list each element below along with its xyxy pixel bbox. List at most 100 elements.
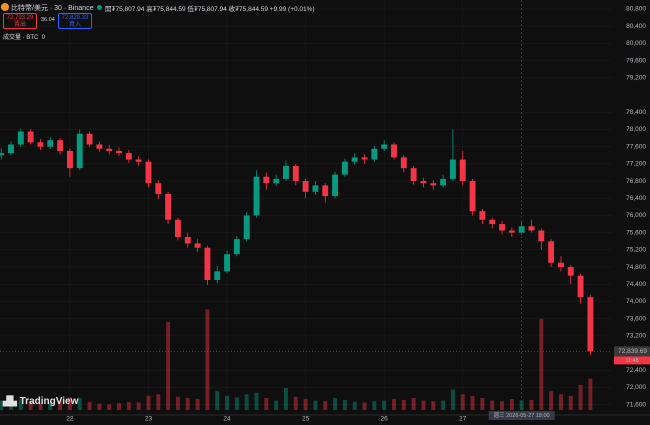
y-tick-label: 78,000 xyxy=(626,126,646,133)
spread: 36.04 xyxy=(41,17,55,23)
candle-body xyxy=(116,150,122,154)
volume-bar xyxy=(136,402,141,410)
countdown: 11:48 xyxy=(625,358,638,364)
volume-bar xyxy=(352,401,357,410)
volume-bar xyxy=(77,398,82,410)
candle-body xyxy=(174,219,181,237)
volume-bar xyxy=(58,400,63,410)
candle-body xyxy=(125,153,132,160)
candle-body xyxy=(292,166,299,182)
volume-bar xyxy=(67,397,72,410)
candle-body xyxy=(341,161,348,175)
candle-body xyxy=(400,157,407,169)
y-tick-label: 74,400 xyxy=(626,281,646,288)
candle-body xyxy=(577,275,584,298)
volume-bar xyxy=(362,402,367,410)
y-tick-label: 73,600 xyxy=(626,315,646,322)
y-tick-label: 77,600 xyxy=(626,143,646,150)
volume-bar xyxy=(401,399,406,410)
sell-button[interactable]: 72,793.29 賣出 xyxy=(3,13,37,29)
volume-bar xyxy=(372,401,377,410)
volume-bar xyxy=(185,398,190,410)
volume-bar xyxy=(274,400,279,410)
volume-bar xyxy=(441,400,446,410)
x-tick-label: 23 xyxy=(145,416,153,423)
candle-body xyxy=(361,157,368,160)
volume-bar xyxy=(500,401,504,410)
volume-bar xyxy=(509,399,514,410)
volume-bar xyxy=(303,399,308,410)
volume-bar xyxy=(558,394,563,410)
symbol[interactable]: 比特幣/美元 · 30 · Binance xyxy=(11,5,94,12)
candle-body xyxy=(204,247,211,280)
volume-bar xyxy=(146,395,151,410)
x-tick-label: 27 xyxy=(459,416,467,423)
volume-bar xyxy=(293,396,298,410)
volume-bar xyxy=(48,401,53,410)
candle-body xyxy=(548,241,555,263)
volume-bar xyxy=(244,394,249,410)
volume-bar xyxy=(264,398,269,410)
y-tick-label: 76,800 xyxy=(626,178,646,185)
volume-bar xyxy=(392,399,396,410)
volume-bar xyxy=(38,403,43,410)
candle-body xyxy=(567,267,574,276)
y-tick-label: 80,000 xyxy=(626,40,646,47)
candle-body xyxy=(17,131,24,145)
candle-body xyxy=(106,148,113,151)
y-tick-label: 74,800 xyxy=(626,264,646,271)
buy-button[interactable]: 72,829.33 買入 xyxy=(58,13,92,29)
candle-body xyxy=(391,144,397,158)
volume-bar xyxy=(9,402,13,410)
volume-bar xyxy=(107,404,112,410)
candle-body xyxy=(155,183,162,194)
volume-bar xyxy=(28,401,33,410)
volume-bar xyxy=(97,403,102,410)
volume-bar xyxy=(588,378,593,410)
candle-body xyxy=(243,215,250,240)
y-tick-label: 76,000 xyxy=(626,212,646,219)
buy-label: 買入 xyxy=(68,22,81,28)
volume-bar xyxy=(411,398,416,410)
candle-body xyxy=(27,131,34,143)
volume-bar xyxy=(333,398,338,410)
volume-bar xyxy=(87,401,92,410)
crosshair-label: 週三 2026-05-27 18:00 xyxy=(494,411,550,419)
volume-bar xyxy=(166,322,171,410)
candle-body xyxy=(184,236,191,244)
y-tick-label: 72,000 xyxy=(626,384,646,391)
volume-bar xyxy=(284,388,288,410)
countdown-tag xyxy=(614,356,650,365)
candle-body xyxy=(47,140,54,147)
volume-title: 成交量 · BTC xyxy=(3,35,39,41)
candle-body xyxy=(194,243,201,248)
volume-bar xyxy=(480,398,485,410)
candle-body xyxy=(37,142,44,147)
x-tick-label: 25 xyxy=(302,416,310,423)
candle-body xyxy=(273,178,280,184)
crosshair-tag xyxy=(488,411,555,420)
brand-mark: ▟▙ xyxy=(3,396,17,406)
volume-label: 成交量 · BTC 0 xyxy=(3,32,45,41)
x-tick-label: 24 xyxy=(223,416,231,423)
y-tick-label: 78,400 xyxy=(626,109,646,116)
volume-bar xyxy=(568,395,573,410)
candle-body xyxy=(508,230,515,233)
ohlc: 開₮75,807.94 高₮75,844.59 低₮75,807.94 收₮75… xyxy=(105,6,315,13)
volume-bar xyxy=(529,399,534,410)
y-tick-label: 75,600 xyxy=(626,229,646,236)
volume-bar xyxy=(215,391,220,410)
volume-bar xyxy=(313,400,318,410)
candle-body xyxy=(302,181,309,192)
candle-body xyxy=(371,148,378,160)
volume-bar xyxy=(117,403,121,410)
candle-body xyxy=(459,159,466,182)
y-tick-label: 80,800 xyxy=(626,6,646,13)
sell-price: 72,793.29 xyxy=(6,15,34,21)
volume-bar xyxy=(323,401,328,410)
candle-body xyxy=(410,168,417,182)
status-dot xyxy=(97,5,102,10)
y-tick-label: 72,400 xyxy=(626,367,646,374)
candle-body xyxy=(499,224,505,231)
